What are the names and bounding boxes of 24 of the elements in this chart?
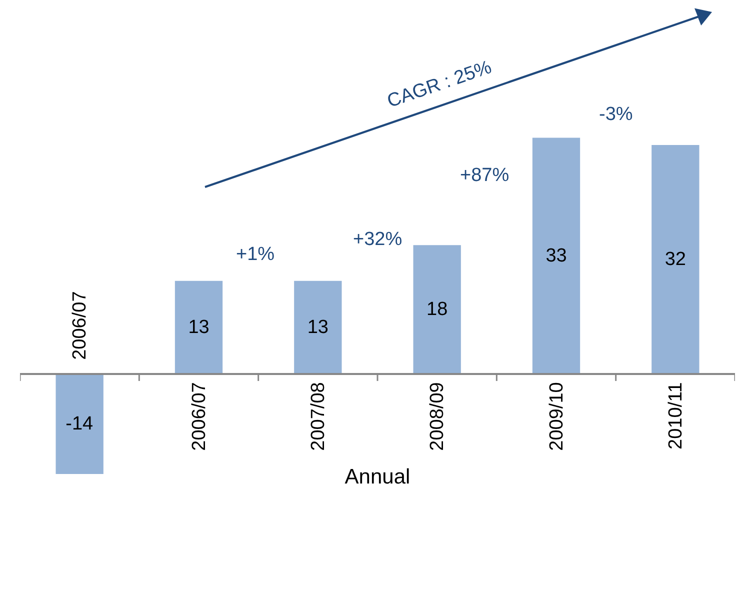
text: CAGR : 25%	[384, 56, 494, 112]
x-axis-title: Annual	[344, 466, 410, 489]
data-label: 18	[426, 298, 448, 320]
bar	[532, 138, 580, 374]
bar	[294, 280, 342, 374]
data-label: 33	[546, 245, 567, 266]
text: -3%	[599, 104, 633, 125]
x-tick-label: 2010/11	[666, 382, 687, 450]
x-tick-label: 2008/09	[427, 382, 448, 451]
x-tick-label: 2006/07	[188, 382, 210, 451]
data-label: -14	[66, 413, 94, 434]
bar	[174, 280, 223, 374]
bar	[56, 374, 104, 474]
x-tick-label: 2009/10	[546, 382, 568, 451]
x-tick-label: 2006/07	[69, 291, 90, 360]
data-label: 13	[307, 316, 328, 338]
bar	[652, 144, 700, 374]
data-label: 13	[188, 316, 210, 338]
bar	[413, 245, 461, 374]
x-tick-label: 2007/08	[308, 382, 330, 451]
annotation: +1%	[236, 244, 275, 265]
annotation: +32%	[353, 229, 402, 250]
annotation: +87%	[460, 165, 510, 186]
data-label: 32	[664, 248, 686, 270]
